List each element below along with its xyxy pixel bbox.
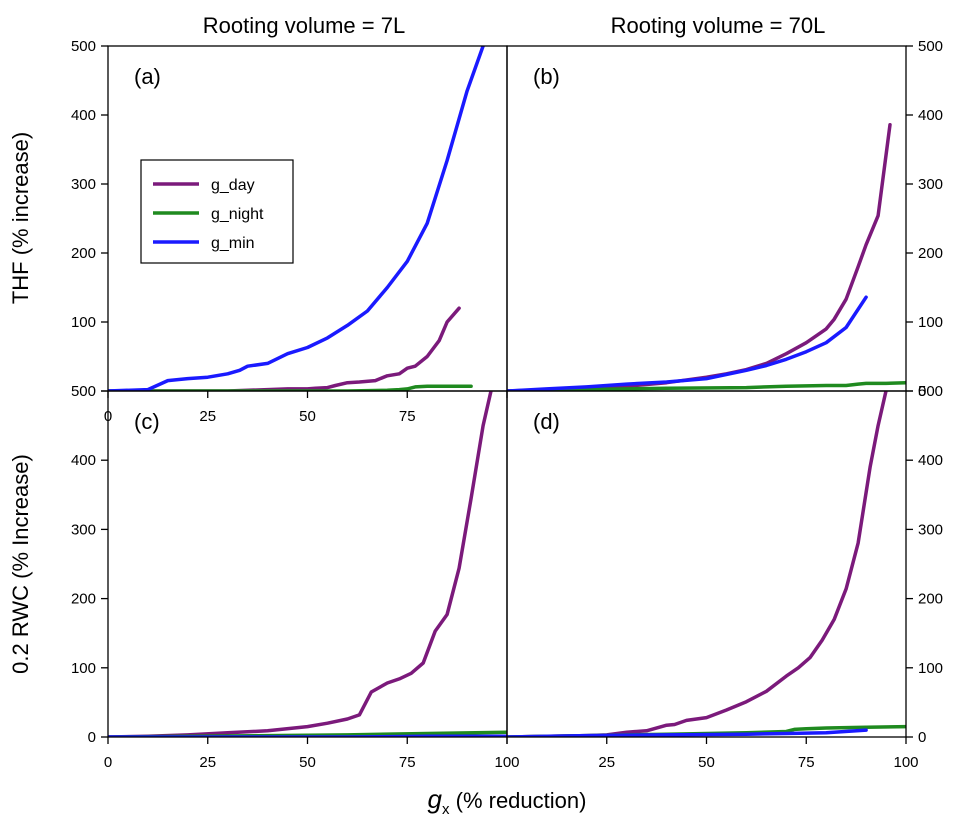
y-tick-label-right: 0 — [918, 383, 926, 400]
series-line-g_min — [108, 46, 485, 391]
panel-label: (c) — [134, 409, 160, 434]
legend-label-g_day: g_day — [211, 177, 255, 194]
x-tick-label: 0 — [104, 754, 112, 771]
y-tick-label: 0 — [88, 729, 96, 746]
y-axis-label-top: THF (% increase) — [8, 132, 33, 304]
y-axis-label-bottom: 0.2 RWC (% Increase) — [8, 454, 33, 674]
col-title-right: Rooting volume = 70L — [611, 13, 826, 38]
y-tick-label-right: 400 — [918, 107, 943, 124]
y-tick-label-right: 200 — [918, 245, 943, 262]
series-line-g_min — [507, 728, 868, 737]
panel-label: (b) — [533, 64, 560, 89]
x-axis-label-rest: (% reduction) — [450, 788, 587, 813]
x-axis-label-sub: x — [442, 801, 450, 818]
series-line-g_min — [507, 295, 868, 391]
panels: 0 25 50 75100200300400500(a)010020030040050… — [71, 38, 943, 771]
series-line-g_day — [108, 391, 493, 737]
x-tick-label: 50 — [698, 754, 715, 771]
y-tick-label: 200 — [71, 245, 96, 262]
series-line-g_day — [507, 122, 892, 391]
legend-label-g_night: g_night — [211, 206, 264, 223]
panel-label: (d) — [533, 409, 560, 434]
legend-label-g_min: g_min — [211, 235, 255, 252]
y-tick-label-right: 500 — [918, 383, 943, 400]
x-tick-label: 25 — [199, 754, 216, 771]
y-tick-label: 400 — [71, 107, 96, 124]
panel-1: 0 100 200 300 400 500 (b) — [506, 38, 943, 400]
panel-frame — [107, 390, 508, 738]
series-line-g_night — [507, 380, 906, 391]
x-tick-label: 100 — [893, 754, 918, 771]
y-tick-label-right: 500 — [918, 38, 943, 55]
series-line-g_day — [108, 306, 461, 391]
y-tick-label: 100 — [71, 660, 96, 677]
x-tick-label: 25 — [598, 754, 615, 771]
x-axis-label: gx (% reduction) — [428, 784, 587, 818]
y-tick-label-right: 100 — [918, 314, 943, 331]
y-tick-label: 300 — [71, 521, 96, 538]
y-tick-label-right: 100 — [918, 660, 943, 677]
x-tick-label: 50 — [299, 754, 316, 771]
legend: g_day g_night g_min — [140, 159, 294, 264]
y-tick-label-right: 400 — [918, 452, 943, 469]
panel-label: (a) — [134, 64, 161, 89]
y-tick-label-right: 300 — [918, 176, 943, 193]
series-line-g_min — [108, 734, 507, 737]
x-tick-label: 75 — [399, 754, 416, 771]
x-tick-label: 100 — [494, 754, 519, 771]
series-line-g_day — [507, 391, 888, 737]
col-title-left: Rooting volume = 7L — [203, 13, 405, 38]
panel-frame — [506, 45, 907, 392]
y-tick-label: 200 — [71, 591, 96, 608]
y-tick-label-right: 0 — [918, 729, 926, 746]
series-line-g_night — [108, 384, 473, 391]
y-tick-label: 100 — [71, 314, 96, 331]
x-tick-label: 75 — [798, 754, 815, 771]
x-tick-label: 50 — [299, 408, 316, 425]
y-tick-label: 500 — [71, 38, 96, 55]
panel-frame — [506, 390, 907, 738]
y-tick-label: 400 — [71, 452, 96, 469]
x-tick-label: 75 — [399, 408, 416, 425]
y-tick-label-right: 200 — [918, 591, 943, 608]
panel-2: 0 25 50 75 100 0 100 200 300 400 500 (c) — [71, 383, 520, 771]
x-axis-label-main: g — [428, 784, 443, 814]
y-tick-label: 500 — [71, 383, 96, 400]
x-tick-label: 25 — [199, 408, 216, 425]
y-tick-label: 300 — [71, 176, 96, 193]
y-tick-label-right: 300 — [918, 521, 943, 538]
